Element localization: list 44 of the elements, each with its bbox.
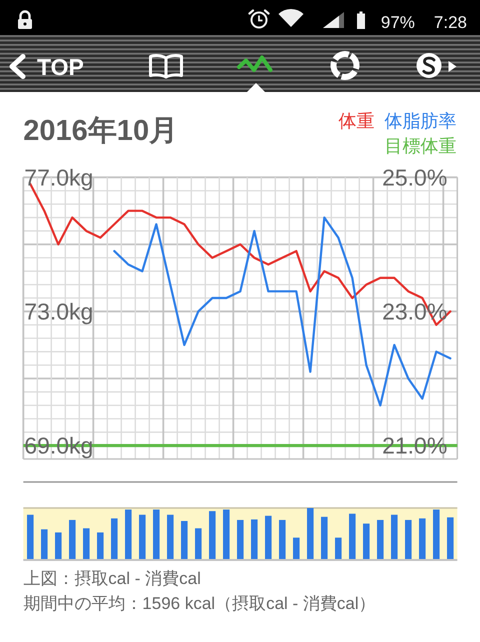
y-tick-label: 73.0kg [24, 298, 94, 324]
bar [377, 520, 384, 560]
bar [167, 514, 174, 560]
bar [111, 518, 118, 560]
text: 体重 [338, 111, 374, 131]
bar [181, 521, 188, 560]
text: 期間中の平均：1596 kcal（摂取cal - 消費cal） [23, 594, 376, 613]
bar [391, 514, 398, 560]
bar [69, 520, 76, 560]
bar [363, 524, 370, 560]
bar [447, 517, 454, 560]
text: TOP [37, 54, 84, 80]
bar [405, 520, 412, 560]
y2-tick-label: 25.0% [382, 164, 448, 190]
bar [153, 510, 160, 560]
bar [125, 510, 132, 560]
bar [419, 518, 426, 560]
line-series [113, 216, 452, 406]
text: 7:28 [434, 13, 467, 32]
text: 体脂肪率 [384, 111, 456, 131]
y-tick-label: 77.0kg [24, 164, 94, 190]
ref-line-label: 目標体重 [384, 136, 456, 156]
bar [349, 514, 356, 560]
bar [83, 528, 90, 560]
bar [41, 529, 48, 560]
bar [321, 516, 328, 560]
bar [139, 514, 146, 560]
bar [251, 519, 258, 560]
bar [209, 511, 216, 560]
bar [293, 538, 300, 560]
bar [237, 520, 244, 560]
bar [433, 510, 440, 560]
bar [195, 528, 202, 560]
bar [335, 538, 342, 560]
bar [307, 508, 314, 560]
bar [223, 510, 230, 560]
text: 上図：摂取cal - 消費cal [23, 569, 201, 588]
bar [55, 532, 62, 560]
bar [97, 532, 104, 560]
text: 97% [380, 13, 415, 32]
chart-title: 2016年10月 [23, 115, 178, 147]
bar [27, 514, 34, 560]
bar [279, 520, 286, 560]
bar [265, 516, 272, 560]
